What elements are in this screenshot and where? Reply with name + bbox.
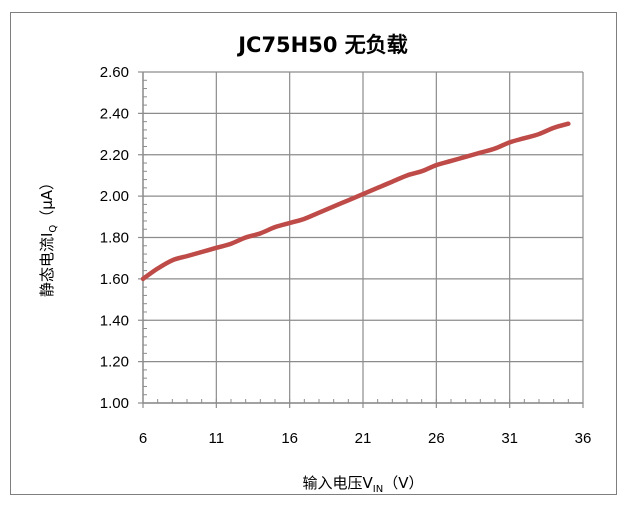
grid-lines	[142, 71, 584, 404]
y-tick-label: 1.60	[100, 271, 129, 288]
y-tick-label: 1.20	[100, 354, 129, 371]
x-tick-label: 11	[209, 430, 225, 447]
y-tick-label: 2.40	[100, 105, 129, 122]
x-tick-label: 21	[355, 430, 372, 447]
x-tick-label: 31	[501, 430, 518, 447]
x-axis-label-subscript: IN	[373, 484, 383, 495]
y-tick-label: 2.00	[100, 188, 129, 205]
y-tick-label: 1.80	[100, 230, 129, 247]
y-axis-label-prefix: 静态电流I	[38, 233, 56, 297]
axes	[138, 71, 584, 408]
x-tick-label: 16	[281, 430, 298, 447]
y-tick-labels: 1.00 1.20 1.40 1.60 1.80 2.00 2.20 2.40 2.60	[100, 64, 129, 412]
y-axis-label-suffix: （μA）	[38, 175, 56, 225]
x-tick-label: 6	[139, 430, 147, 447]
x-axis-label-prefix: 输入电压V	[303, 474, 374, 492]
y-tick-label: 2.60	[100, 64, 129, 81]
y-axis-label-subscript: Q	[48, 225, 59, 233]
chart-title: JC75H50 无负载	[236, 33, 408, 57]
y-tick-label: 1.00	[100, 395, 129, 412]
series-line-1	[140, 121, 571, 282]
x-axis-label: 输入电压VIN（V）	[303, 474, 424, 495]
x-axis-label-suffix: （V）	[383, 474, 423, 492]
y-tick-label: 2.20	[100, 147, 129, 164]
y-tick-label: 1.40	[100, 312, 129, 329]
x-tick-labels: 6 11 16 21 26 31 36	[139, 430, 592, 447]
chart-frame	[10, 12, 617, 495]
x-tick-label: 26	[428, 430, 445, 447]
y-axis-label: 静态电流IQ（μA）	[38, 175, 59, 297]
series-group	[140, 121, 571, 282]
x-tick-label: 36	[575, 430, 592, 447]
